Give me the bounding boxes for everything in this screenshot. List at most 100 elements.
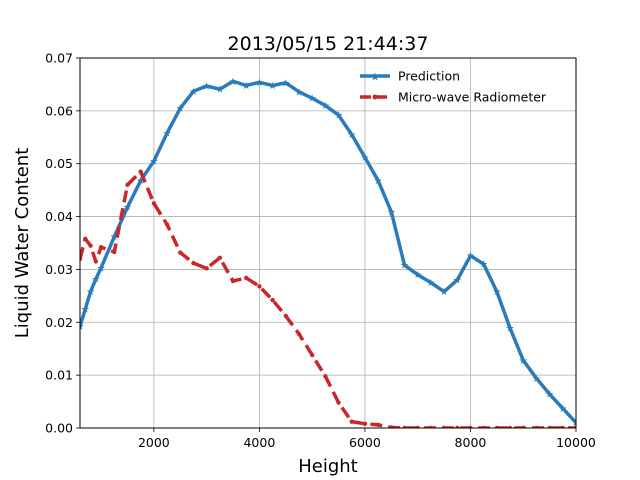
data-point-1-30 [441,425,447,428]
data-point-1-19 [296,331,302,337]
legend-label-radiometer: Micro-wave Radiometer [398,90,547,105]
y-tick-label: 0.00 [45,421,73,436]
legend: ★ Prediction Micro-wave Radiometer [360,69,547,105]
data-point-1-39 [560,425,566,428]
data-point-1-4 [98,245,104,250]
x-tick-label: 6000 [349,435,381,450]
data-point-0-3: ★ [91,274,100,285]
data-point-1-6 [125,182,130,188]
y-tick-label: 0.01 [45,368,73,383]
data-point-1-16 [257,284,262,289]
data-point-0-36: ★ [519,356,528,367]
y-tick-label: 0.07 [45,51,73,66]
data-point-0-17: ★ [268,81,277,92]
data-point-1-24 [362,421,368,426]
data-point-1-13 [217,255,223,260]
data-point-1-5 [112,249,117,255]
x-tick-label: 8000 [455,435,487,450]
data-point-1-37 [534,425,539,428]
data-point-0-34: ★ [492,287,501,298]
y-axis: 0.00 0.01 0.02 0.03 0.04 0.05 0.06 0.07 [45,51,80,436]
data-point-0-26: ★ [387,207,396,218]
data-point-0-39: ★ [558,404,567,415]
data-point-0-33: ★ [479,260,488,271]
data-point-0-22: ★ [334,111,343,122]
grid-lines [80,57,577,429]
y-tick-label: 0.04 [45,209,73,224]
y-axis-label: Liquid Water Content [12,148,33,339]
data-point-1-3 [93,259,99,264]
x-tick-label: 2000 [138,435,170,450]
data-point-0-38: ★ [545,390,554,401]
data-point-1-0 [80,256,83,262]
data-point-1-31 [455,425,460,428]
data-point-0-1: ★ [81,305,90,316]
data-point-0-31: ★ [453,276,462,287]
y-tick-label: 0.06 [45,103,73,118]
data-point-0-25: ★ [374,176,383,187]
plot-area [80,58,576,428]
data-point-1-22 [336,400,341,405]
data-point-1-18 [283,313,288,319]
data-point-1-14 [230,278,236,284]
data-point-1-9 [164,222,170,227]
data-point-1-8 [151,201,157,206]
data-point-0-14: ★ [229,77,238,88]
data-point-0-23: ★ [347,130,356,141]
data-point-1-11 [191,260,196,266]
data-point-0-8: ★ [149,157,158,168]
data-point-1-7 [138,169,143,174]
data-point-1-38 [547,425,552,428]
data-point-0-0: ★ [76,322,85,333]
legend-marker-radiometer [372,94,378,100]
data-point-0-16: ★ [255,78,264,89]
data-point-1-27 [402,425,407,428]
data-point-1-17 [270,297,275,303]
x-tick-label: 4000 [243,435,275,450]
data-point-1-1 [83,236,88,241]
data-point-1-25 [375,422,381,428]
plot-frame [79,57,577,429]
data-point-0-7: ★ [136,176,145,187]
data-point-0-29: ★ [426,278,435,289]
y-tick-label: 0.03 [45,262,73,277]
data-point-1-36 [521,425,526,428]
data-point-0-20: ★ [308,94,317,105]
y-tick-label: 0.02 [45,315,73,330]
data-point-1-29 [428,425,434,428]
data-point-0-13: ★ [215,85,224,96]
data-point-1-12 [204,266,209,271]
data-point-1-10 [178,250,183,255]
data-point-1-15 [244,275,249,281]
legend-marker-prediction: ★ [370,71,380,84]
data-point-0-21: ★ [321,101,330,112]
data-point-0-2: ★ [86,287,95,298]
data-point-0-15: ★ [242,81,251,92]
series-layer: ★ ★ ★ ★ ★ ★ ★ ★ ★ ★ ★ ★ ★ ★ ★ ★ ★ ★ ★ ★ ★ ★ ★ ★ ★ ★ ★ ★ ★ ★ ★ ★ ★ ★ ★ ★ ★ ★ ★ ★… [76,77,581,429]
chart-title: 2013/05/15 21:44:37 [228,33,429,55]
data-point-0-28: ★ [413,270,422,281]
data-point-0-12: ★ [202,82,211,93]
data-point-1-40 [573,425,576,428]
data-point-0-40: ★ [572,418,581,429]
data-point-1-20 [309,352,315,358]
legend-label-prediction: Prediction [398,69,460,84]
data-point-0-4: ★ [97,263,106,274]
data-point-1-26 [389,425,394,428]
data-point-0-32: ★ [466,251,475,262]
x-tick-label: 10000 [556,435,596,450]
data-point-0-35: ★ [506,324,515,335]
data-point-0-6: ★ [123,203,132,214]
data-point-1-2 [88,243,93,248]
data-point-0-19: ★ [294,87,303,98]
data-point-0-11: ★ [189,87,198,98]
data-point-0-37: ★ [532,374,541,385]
x-axis: 2000 4000 6000 8000 10000 [138,428,596,450]
data-point-0-24: ★ [360,153,369,164]
data-point-1-35 [507,425,513,428]
data-point-0-30: ★ [440,287,449,298]
data-point-0-27: ★ [400,261,409,272]
data-point-1-23 [349,419,354,424]
data-point-0-9: ★ [163,129,172,140]
